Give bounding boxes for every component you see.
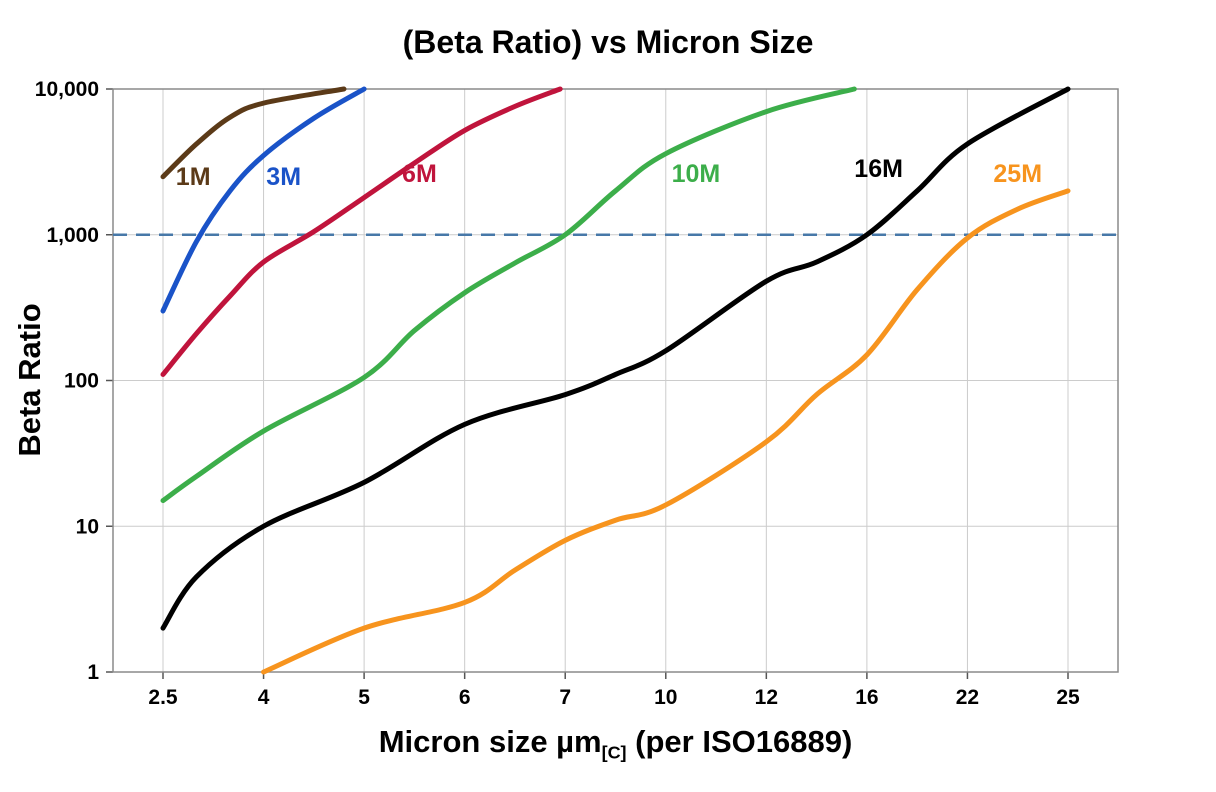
x-tick-label: 12 (755, 686, 778, 709)
plot-border (112, 88, 1119, 673)
x-axis-label-suffix: (per ISO16889) (626, 724, 853, 759)
x-tick-label: 4 (258, 686, 270, 709)
x-tick-label: 10 (654, 686, 677, 709)
x-tick-label: 25 (1056, 686, 1080, 709)
y-tick-label: 10 (76, 515, 99, 538)
y-axis-label: Beta Ratio (12, 303, 47, 457)
x-axis-label: Micron size µm[C] (per ISO16889) (113, 724, 1118, 763)
y-tick-label: 1 (87, 661, 99, 684)
series-label-1M: 1M (176, 163, 211, 191)
x-axis-label-subscript: [C] (601, 742, 627, 763)
series-label-6M: 6M (402, 160, 437, 188)
x-axis-label-prefix: Micron size µm (378, 724, 602, 759)
y-tick-label: 100 (64, 370, 99, 393)
series-line-1M (160, 86, 347, 180)
x-tick-label: 22 (956, 686, 979, 709)
series-line-10M (160, 86, 857, 504)
series-line-25M (261, 188, 1071, 675)
series-label-16M: 16M (854, 155, 903, 183)
x-tick-label: 7 (559, 686, 571, 709)
series-label-3M: 3M (266, 163, 301, 191)
series-line-6M (160, 86, 563, 377)
chart-title: (Beta Ratio) vs Micron Size (402, 24, 814, 60)
series-label-10M: 10M (672, 160, 721, 188)
series-line-3M (160, 86, 367, 314)
y-tick-label: 10,000 (35, 78, 99, 101)
x-tick-label: 2.5 (148, 686, 178, 709)
series-label-25M: 25M (993, 160, 1042, 188)
y-tick-label: 1,000 (46, 224, 99, 247)
x-tick-label: 5 (358, 686, 370, 709)
x-tick-label: 6 (459, 686, 471, 709)
x-tick-label: 16 (855, 686, 878, 709)
series-line-16M (160, 86, 1071, 631)
